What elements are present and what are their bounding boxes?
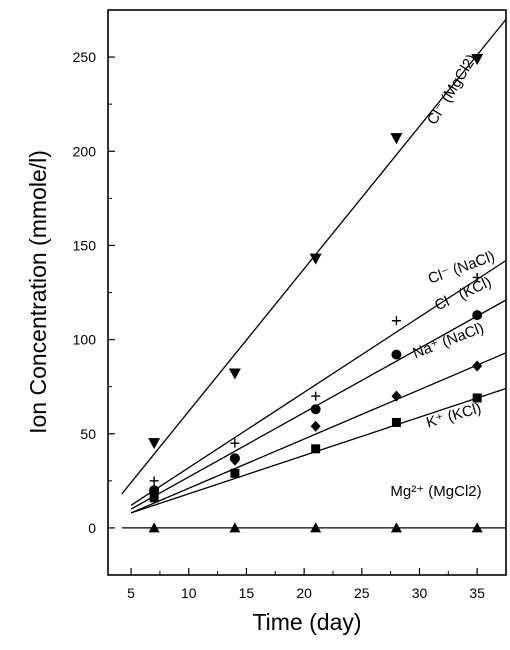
data-point-k-kcl [472,393,482,403]
series-label-k-kcl: K⁺ (KCl) [424,400,483,432]
data-point-cl-mgcl2 [309,253,322,265]
y-axis-title: Ion Concentration (mmole/l) [25,150,51,434]
data-point-mg2-mgcl2 [390,522,402,533]
data-point-cl-nacl [391,316,401,326]
data-point-na-nacl [391,390,402,402]
y-tick-label: 100 [73,332,97,348]
x-tick-label: 20 [296,585,312,601]
data-point-cl-mgcl2 [228,368,241,380]
y-tick-label: 0 [88,520,96,536]
data-point-cl-kcl [391,349,402,360]
data-point-cl-nacl [472,272,482,282]
x-tick-label: 15 [239,585,255,601]
y-axis-ticks: 0 50 100 150 200 250 [73,9,115,576]
y-tick-label: 150 [73,237,97,253]
data-point-na-nacl [229,454,240,466]
data-point-na-nacl [472,360,483,372]
data-point-mg2-mgcl2 [148,522,160,533]
data-point-k-kcl [391,417,401,427]
x-axis-title: Time (day) [252,609,361,635]
x-tick-label: 5 [127,585,135,601]
y-tick-label: 50 [80,426,96,442]
series-label-mg2-mgcl2: Mg²⁺ (MgCl2) [390,483,481,500]
data-point-mg2-mgcl2 [471,522,483,533]
series-label-na-nacl: Na⁺ (NaCl) [411,319,487,362]
y-tick-label: 200 [73,143,97,159]
data-point-na-nacl [310,420,321,432]
data-point-k-kcl [149,493,159,503]
data-markers [148,53,484,533]
data-point-k-kcl [311,444,321,454]
data-point-cl-kcl [472,310,483,321]
x-axis-ticks: 5 10 15 20 25 30 35 [127,568,485,601]
x-tick-label: 35 [469,585,485,601]
x-tick-label: 10 [181,585,197,601]
x-tick-label: 25 [354,585,370,601]
data-point-cl-mgcl2 [148,438,161,450]
fit-line-na-nacl [130,352,507,514]
data-point-cl-nacl [230,438,240,448]
y-tick-label: 250 [73,49,97,65]
data-point-mg2-mgcl2 [229,522,241,533]
data-point-cl-mgcl2 [471,53,484,65]
data-point-mg2-mgcl2 [310,522,322,533]
data-point-cl-nacl [311,391,321,401]
fit-line-cl-kcl [130,299,507,510]
data-point-cl-kcl [310,404,321,415]
data-point-cl-mgcl2 [390,133,403,145]
series-label-cl-mgcl2: Cl⁻ (MgCl2) [424,51,481,128]
fit-line-cl-nacl [130,259,507,506]
x-tick-label: 30 [412,585,428,601]
data-point-cl-nacl [149,476,159,486]
data-point-k-kcl [230,468,240,478]
series-labels: Cl⁻ (MgCl2)Cl⁻ (NaCl)Cl⁻ (KCl)Na⁺ (NaCl)… [390,51,497,500]
